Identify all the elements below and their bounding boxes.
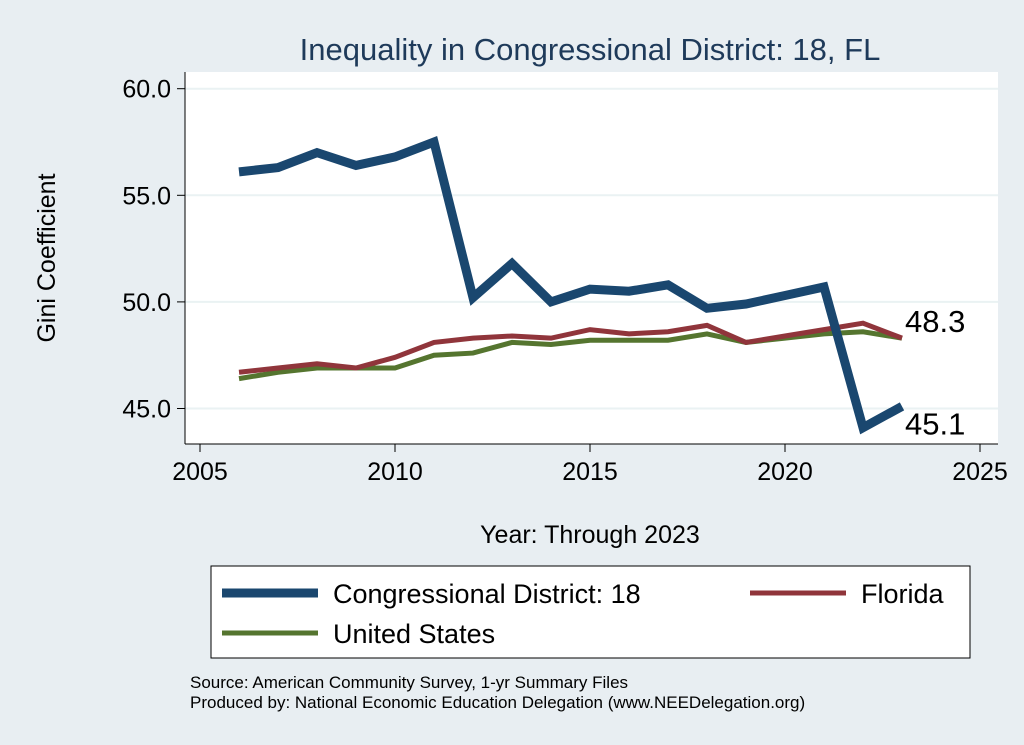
x-tick-label: 2015: [562, 458, 618, 486]
x-tick-label: 2020: [757, 458, 813, 486]
y-tick-label: 55.0: [122, 182, 171, 210]
x-axis-ticks: 2005 2010 2015 2020 2025: [172, 444, 1008, 486]
gridlines: [185, 87, 998, 410]
plot-area: [185, 72, 998, 444]
end-label-district: 45.1: [905, 406, 965, 441]
legend-box: [210, 565, 971, 659]
x-tick-label: 2005: [172, 458, 228, 486]
y-tick-label: 45.0: [122, 396, 171, 424]
producer-note: Produced by: National Economic Education…: [190, 693, 805, 712]
y-axis-ticks: 45.0 50.0 55.0 60.0: [122, 76, 185, 424]
x-tick-label: 2010: [367, 458, 423, 486]
legend-label-florida: Florida: [861, 579, 945, 609]
chart-title: Inequality in Congressional District: 18…: [300, 32, 881, 67]
series-line-district: [238, 135, 905, 435]
legend-label-united-states: United States: [333, 619, 495, 649]
x-tick-label: 2025: [952, 458, 1008, 486]
series-lines: [238, 135, 905, 435]
y-tick-label: 50.0: [122, 289, 171, 317]
legend-label-district: Congressional District: 18: [333, 579, 641, 609]
y-axis-label: Gini Coefficient: [33, 173, 61, 342]
y-tick-label: 60.0: [122, 76, 171, 104]
series-line-florida: [238, 320, 903, 375]
legend: Congressional District: 18 Florida Unite…: [210, 565, 971, 659]
source-note: Source: American Community Survey, 1-yr …: [190, 673, 628, 692]
end-label-florida: 48.3: [905, 304, 965, 339]
x-axis-label: Year: Through 2023: [480, 521, 700, 549]
end-labels: 48.3 45.1: [905, 304, 965, 441]
